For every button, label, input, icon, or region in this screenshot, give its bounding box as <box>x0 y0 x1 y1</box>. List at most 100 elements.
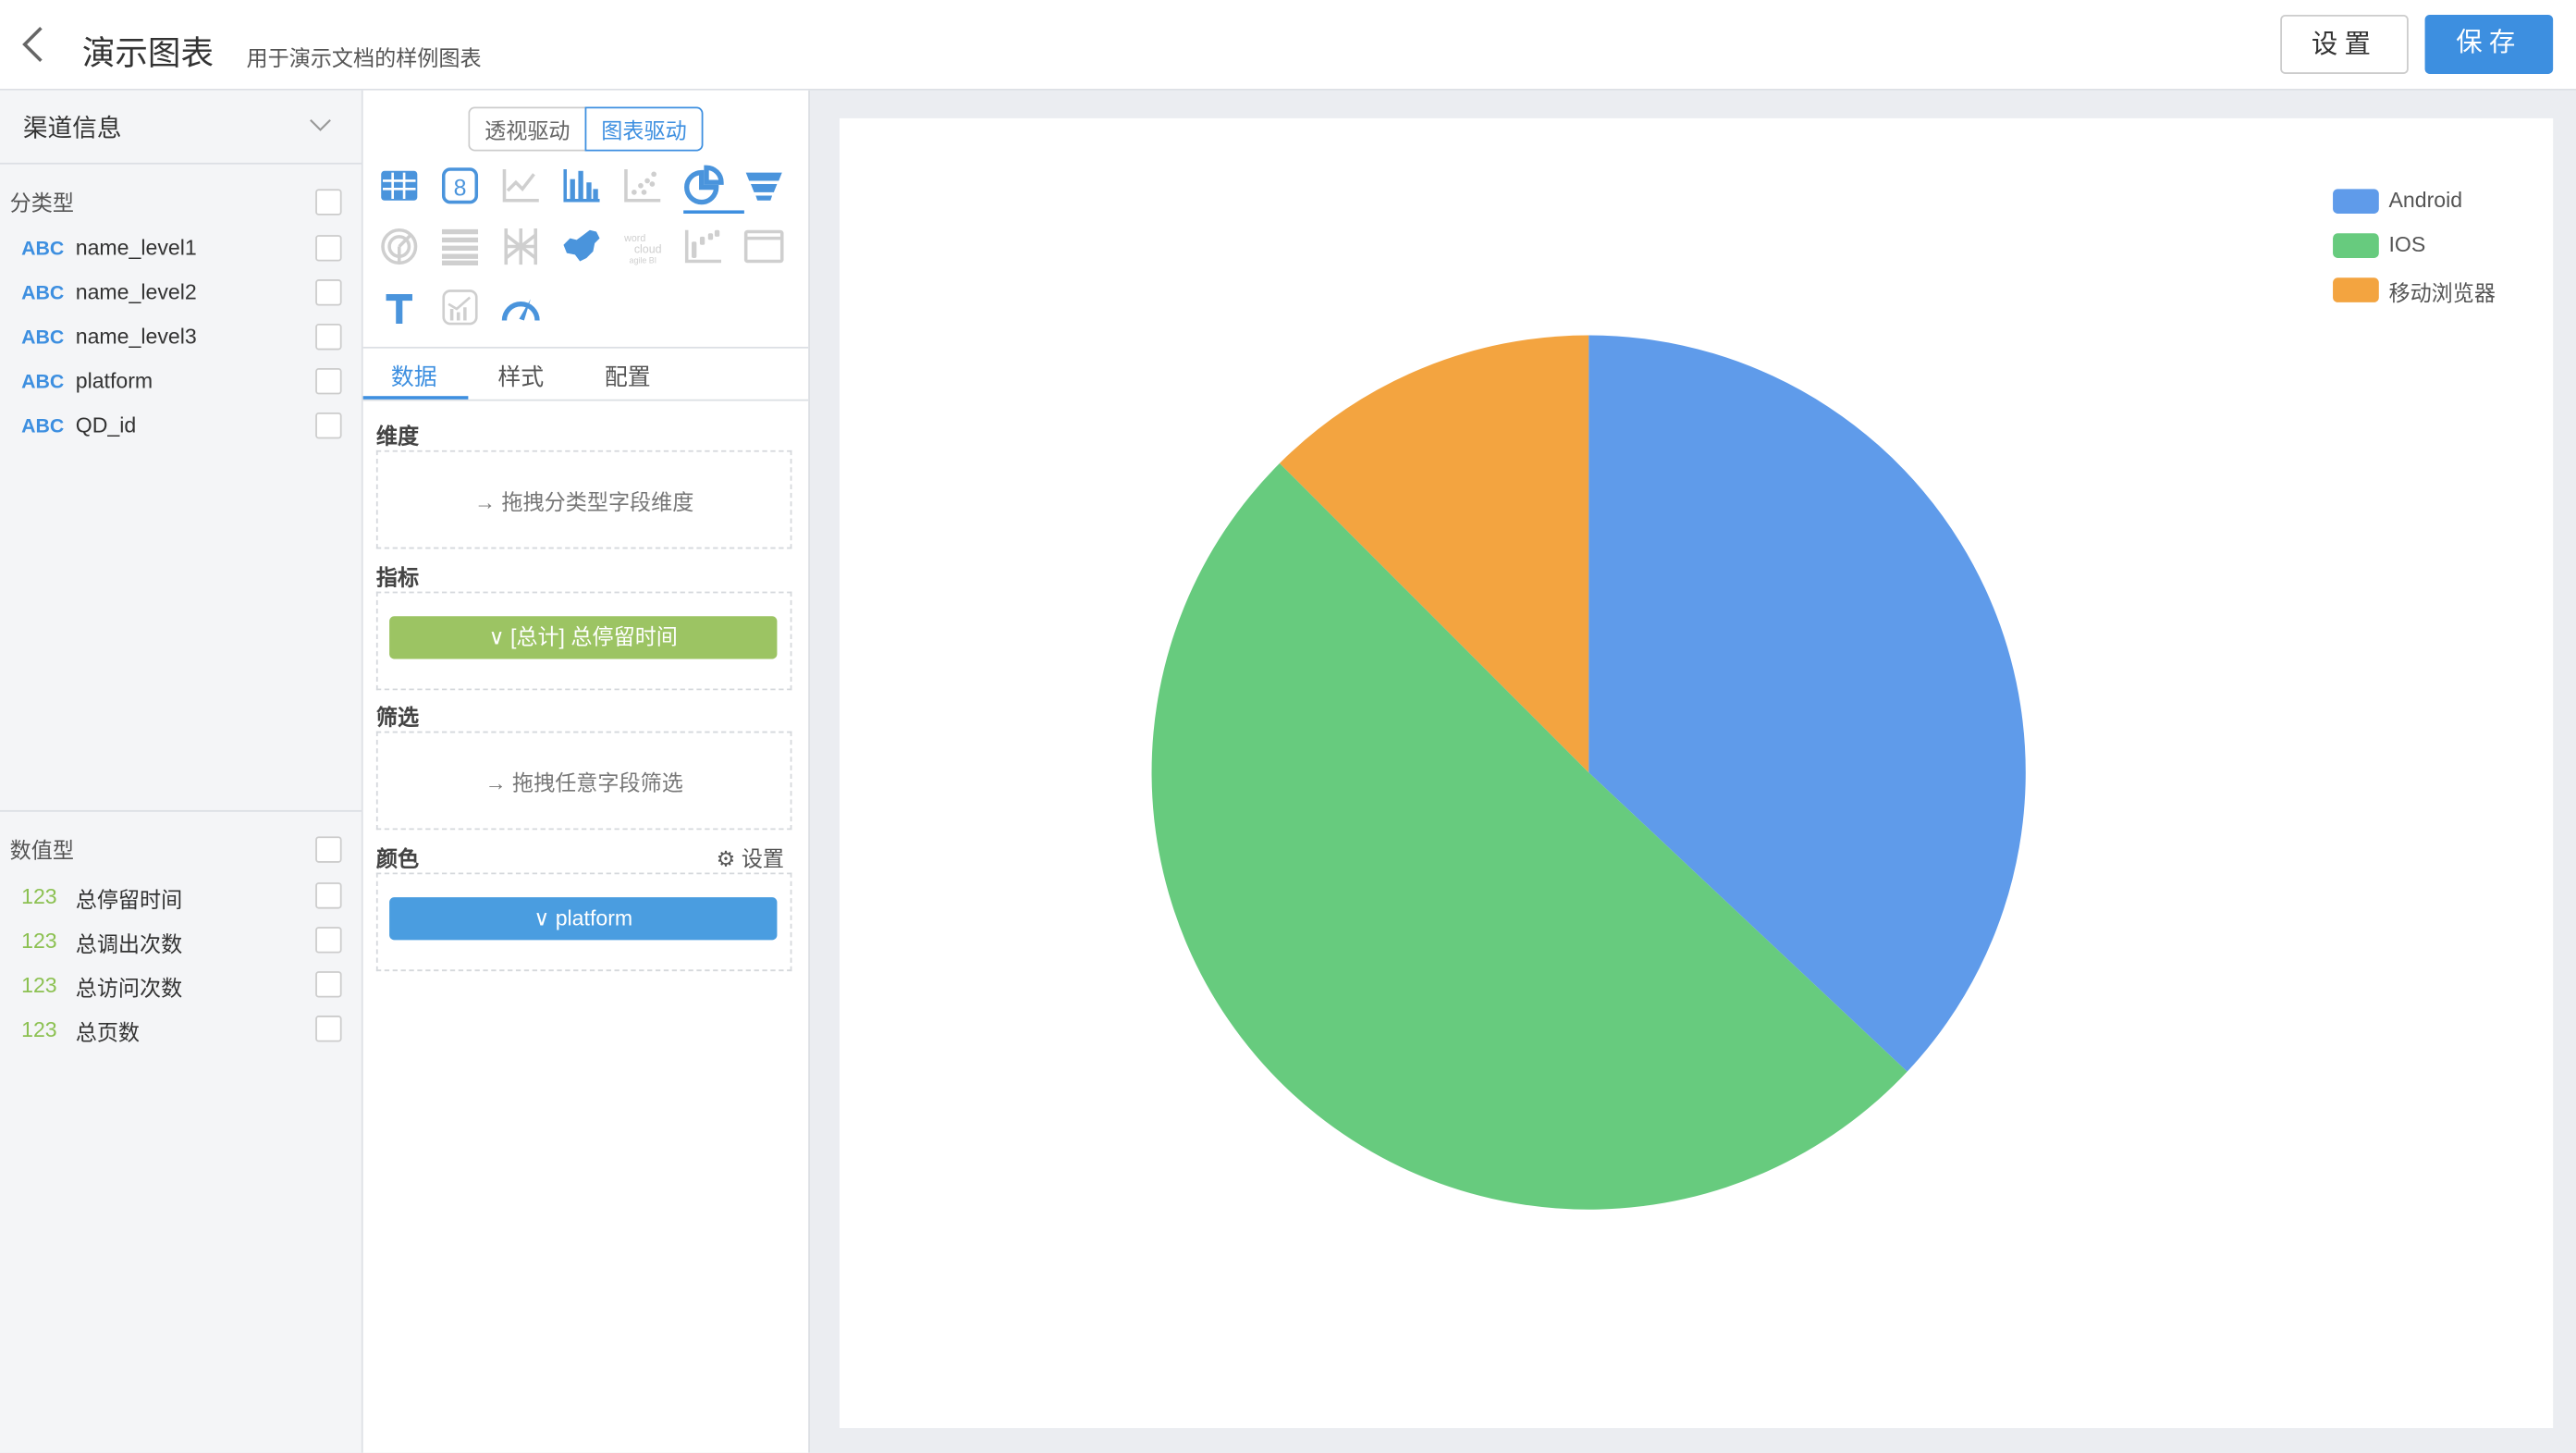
field-checkbox[interactable] <box>315 368 342 395</box>
chart-mode-toggle[interactable]: 图表驱动 <box>584 106 704 152</box>
dimension-dropzone[interactable]: → 拖拽分类型字段维度 <box>375 449 792 549</box>
color-pill[interactable]: ∨ platform <box>389 897 778 941</box>
dataset-selector[interactable]: 渠道信息 <box>0 91 362 165</box>
scatter-icon[interactable] <box>621 165 664 207</box>
field-item[interactable]: ABC name_level2 <box>0 271 362 315</box>
field-type-badge: ABC <box>21 325 65 349</box>
tab-data[interactable]: 数据 <box>390 363 437 390</box>
field-checkbox[interactable] <box>315 927 342 954</box>
field-checkbox[interactable] <box>315 324 342 351</box>
number-card-icon[interactable]: 8 <box>438 165 481 207</box>
iframe-icon[interactable] <box>742 225 785 267</box>
page-subtitle: 用于演示文档的样例图表 <box>246 45 482 71</box>
field-name: name_level2 <box>75 279 197 304</box>
field-item[interactable]: 123 总调出次数 <box>0 918 362 963</box>
svg-text:cloud: cloud <box>634 243 662 256</box>
field-item[interactable]: ABC name_level3 <box>0 315 362 360</box>
legend-label: IOS <box>2388 231 2426 257</box>
bar-chart-icon[interactable] <box>560 165 603 207</box>
divider <box>362 346 809 349</box>
field-type-badge: 123 <box>21 928 57 954</box>
pie-slice-IOS[interactable] <box>1151 462 1907 1210</box>
field-type-badge: 123 <box>21 883 57 909</box>
field-type-badge: ABC <box>21 413 65 437</box>
field-type-badge: 123 <box>21 1016 57 1042</box>
tab-style[interactable]: 样式 <box>497 363 545 390</box>
gear-icon: ⚙ <box>716 846 742 871</box>
header: 演示图表 用于演示文档的样例图表 设置 保存 <box>0 0 2576 91</box>
chevron-down-icon <box>310 118 331 131</box>
settings-button[interactable]: 设置 <box>2280 14 2409 74</box>
field-checkbox[interactable] <box>315 412 342 439</box>
metric-pill[interactable]: ∨ [总计] 总停留时间 <box>389 616 778 659</box>
divider <box>362 399 809 401</box>
pie-chart-icon[interactable] <box>681 165 724 207</box>
chart-card: Android IOS 移动浏览器 <box>839 117 2554 1429</box>
field-checkbox[interactable] <box>315 279 342 306</box>
back-arrow-icon[interactable] <box>17 23 50 66</box>
dataset-name: 渠道信息 <box>22 115 122 143</box>
gauge-icon[interactable] <box>499 286 542 328</box>
active-tab-indicator <box>362 396 469 400</box>
dimension-hint: → 拖拽分类型字段维度 <box>378 485 791 516</box>
combo-chart-icon[interactable] <box>438 286 481 328</box>
pivot-mode-toggle[interactable]: 透视驱动 <box>468 106 585 152</box>
svg-text:8: 8 <box>454 175 467 201</box>
field-name: 总页数 <box>75 1020 141 1046</box>
field-name: 总停留时间 <box>75 887 183 913</box>
field-name: 总访问次数 <box>75 976 183 1002</box>
field-type-badge: ABC <box>21 369 65 393</box>
china-map-icon[interactable] <box>560 225 603 267</box>
metric-label: 指标 <box>375 565 420 590</box>
page-title: 演示图表 <box>81 36 214 73</box>
pie-slice-移动浏览器[interactable] <box>1279 335 1589 773</box>
field-item[interactable]: 123 总页数 <box>0 1007 362 1052</box>
field-checkbox[interactable] <box>315 971 342 998</box>
color-dropzone: ∨ platform <box>375 872 792 972</box>
table-icon[interactable] <box>378 165 421 207</box>
field-name: QD_id <box>75 412 137 437</box>
dimension-label: 维度 <box>375 424 420 449</box>
funnel-icon[interactable] <box>742 165 785 207</box>
filter-dropzone[interactable]: → 拖拽任意字段筛选 <box>375 731 792 831</box>
field-checkbox[interactable] <box>315 1016 342 1042</box>
numeric-select-all-checkbox[interactable] <box>315 836 342 863</box>
legend-swatch <box>2333 233 2379 258</box>
field-name: name_level1 <box>75 235 197 260</box>
filter-hint: → 拖拽任意字段筛选 <box>378 766 791 797</box>
field-item[interactable]: 123 总停留时间 <box>0 874 362 918</box>
arrow-right-icon: → <box>473 489 502 515</box>
tab-config[interactable]: 配置 <box>604 363 651 390</box>
pie-slice-Android[interactable] <box>1589 335 2026 1072</box>
field-name: 总调出次数 <box>75 931 183 957</box>
field-checkbox[interactable] <box>315 235 342 262</box>
field-item[interactable]: 123 总访问次数 <box>0 963 362 1007</box>
field-item[interactable]: ABC name_level1 <box>0 227 362 271</box>
pie-chart <box>1151 335 2026 1210</box>
field-type-badge: ABC <box>21 236 65 260</box>
legend-label: 移动浏览器 <box>2388 280 2496 306</box>
filter-label: 筛选 <box>375 705 420 730</box>
parallel-icon[interactable] <box>499 225 542 267</box>
chevron-down-icon: ∨ <box>488 624 510 649</box>
field-checkbox[interactable] <box>315 882 342 909</box>
save-button[interactable]: 保存 <box>2424 14 2554 74</box>
color-settings-label: 设置 <box>741 846 785 871</box>
legend-swatch <box>2333 189 2379 214</box>
field-type-badge: ABC <box>21 280 65 304</box>
chevron-down-icon: ∨ <box>534 905 556 930</box>
config-panel: 透视驱动 图表驱动 数据 样式 配置 维度 → 拖拽分类型字段维度 指标 ∨ [… <box>362 90 810 1453</box>
sankey-icon[interactable] <box>438 225 481 267</box>
numeric-group-label: 数值型 <box>9 838 74 863</box>
field-item[interactable]: ABC platform <box>0 360 362 404</box>
field-item[interactable]: ABC QD_id <box>0 404 362 449</box>
svg-text:word: word <box>623 233 645 244</box>
waterfall-icon[interactable] <box>681 225 724 267</box>
line-chart-icon[interactable] <box>499 165 542 207</box>
radar-icon[interactable] <box>378 225 421 267</box>
color-settings-button[interactable]: ⚙ 设置 <box>717 842 784 873</box>
dimension-hint-text: 拖拽分类型字段维度 <box>501 489 694 515</box>
text-icon[interactable] <box>378 286 421 328</box>
categorical-select-all-checkbox[interactable] <box>315 189 342 215</box>
